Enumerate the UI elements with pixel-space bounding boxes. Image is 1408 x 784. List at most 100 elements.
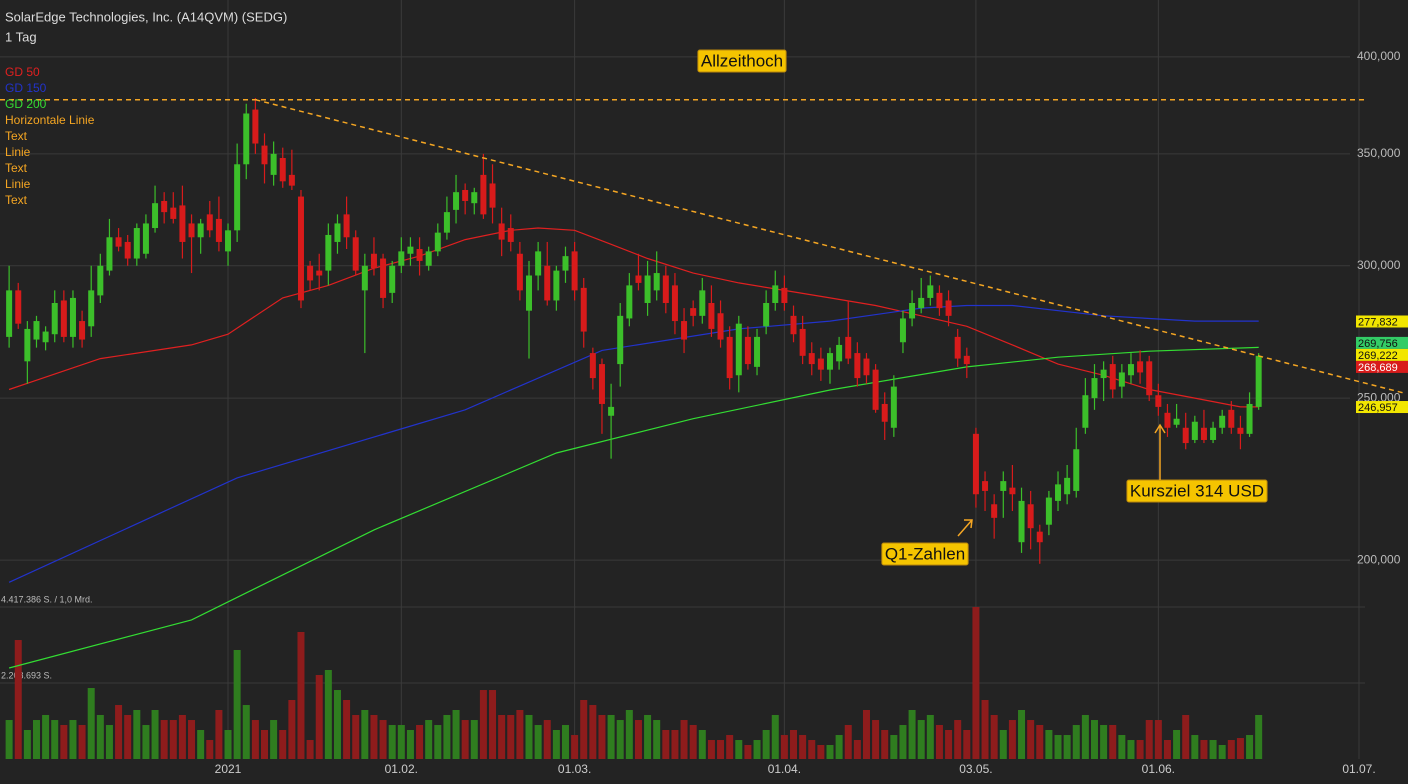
candle-body <box>170 207 177 219</box>
candle-body <box>1127 364 1134 376</box>
candle-body <box>380 258 387 298</box>
candle-body <box>1182 427 1189 444</box>
volume-bar <box>954 720 962 759</box>
candle-body <box>88 290 95 327</box>
candle-body <box>33 321 40 340</box>
volume-bar <box>1109 725 1117 759</box>
volume-bar <box>589 705 597 759</box>
volume-bar <box>452 710 460 759</box>
candle-body <box>808 353 815 365</box>
volume-bar <box>625 710 633 759</box>
volume-bar <box>945 729 953 759</box>
volume-bar <box>461 720 469 759</box>
volume-bar <box>425 720 433 759</box>
volume-bar <box>972 607 980 759</box>
candle-body <box>1246 403 1253 434</box>
volume-bar <box>790 729 798 759</box>
candle-body <box>598 364 605 404</box>
volume-bar <box>1154 720 1162 759</box>
volume-bar <box>543 720 551 759</box>
price-label-box <box>1356 336 1408 349</box>
volume-bar <box>1008 720 1016 759</box>
legend-entry: GD 150 <box>5 81 47 95</box>
candle-body <box>1118 372 1125 387</box>
candle-body <box>826 353 833 370</box>
volume-bar <box>935 725 943 759</box>
volume-bar <box>315 675 323 759</box>
candle-body <box>872 369 879 410</box>
candle-body <box>1200 427 1207 440</box>
volume-bar <box>689 725 697 759</box>
volume-bar <box>60 725 68 759</box>
candle-body <box>982 481 989 491</box>
volume-bar <box>780 735 788 759</box>
volume-bar <box>1218 744 1226 759</box>
annotation-arrow <box>957 519 973 537</box>
candle-body <box>1073 449 1080 491</box>
volume-bar <box>862 710 870 759</box>
volume-bar <box>1018 710 1026 759</box>
legend-entry: Text <box>5 193 28 207</box>
candle-body <box>252 109 259 144</box>
volume-bar <box>990 714 998 759</box>
candle-body <box>626 285 633 319</box>
candle-body <box>571 251 578 291</box>
candle-body <box>1055 484 1062 501</box>
candle-body <box>763 302 770 327</box>
volume-bar <box>634 720 642 759</box>
legend-entry: Linie <box>5 177 31 191</box>
volume-bar <box>1081 714 1089 759</box>
candle-body <box>51 302 58 335</box>
legend-entry: GD 50 <box>5 65 40 79</box>
candle-body <box>24 328 31 362</box>
candle-body <box>1255 355 1262 407</box>
candle-body <box>535 251 542 276</box>
candle-body <box>79 321 86 340</box>
volume-bar <box>516 710 524 759</box>
volume-bar <box>124 714 132 759</box>
candle-body <box>1082 395 1089 428</box>
candle-body <box>1155 395 1162 407</box>
volume-bar <box>23 729 31 759</box>
candle-body <box>261 145 268 165</box>
volume-bar <box>1072 725 1080 759</box>
volume-bar <box>1163 740 1171 759</box>
annotation-text: Q1-Zahlen <box>885 544 965 563</box>
candle-body <box>416 249 423 261</box>
y-tick-label: 300,000 <box>1357 258 1401 272</box>
annotation-box <box>697 49 787 73</box>
volume-bar <box>115 705 123 759</box>
candle-body <box>215 218 222 242</box>
volume-bar <box>169 720 177 759</box>
volume-bar <box>215 710 223 759</box>
volume-bar <box>1136 740 1144 759</box>
moving-average-line <box>8 346 1259 669</box>
volume-bar <box>552 729 560 759</box>
volume-bar <box>288 699 296 759</box>
candle-body <box>480 174 487 215</box>
candle-body <box>790 315 797 335</box>
volume-bar <box>370 714 378 759</box>
volume-bar <box>1209 740 1217 759</box>
volume-bar <box>489 690 497 759</box>
volume-bar <box>571 735 579 759</box>
volume-bar <box>844 725 852 759</box>
candle-body <box>726 336 733 379</box>
moving-average-line <box>8 227 1259 408</box>
y-tick-label: 400,000 <box>1357 49 1401 63</box>
volume-bar <box>580 699 588 759</box>
volume-bar <box>525 714 533 759</box>
candle-body <box>361 265 368 291</box>
volume-bar <box>808 740 816 759</box>
candle-body <box>1228 409 1235 428</box>
volume-bar <box>817 744 825 759</box>
volume-bar <box>1127 740 1135 759</box>
volume-bar <box>224 729 232 759</box>
candle-body <box>899 318 906 343</box>
candle-body <box>799 328 806 356</box>
volume-bar <box>799 735 807 759</box>
candle-body <box>1137 361 1144 373</box>
candle-body <box>389 265 396 293</box>
candle-body <box>836 344 843 362</box>
